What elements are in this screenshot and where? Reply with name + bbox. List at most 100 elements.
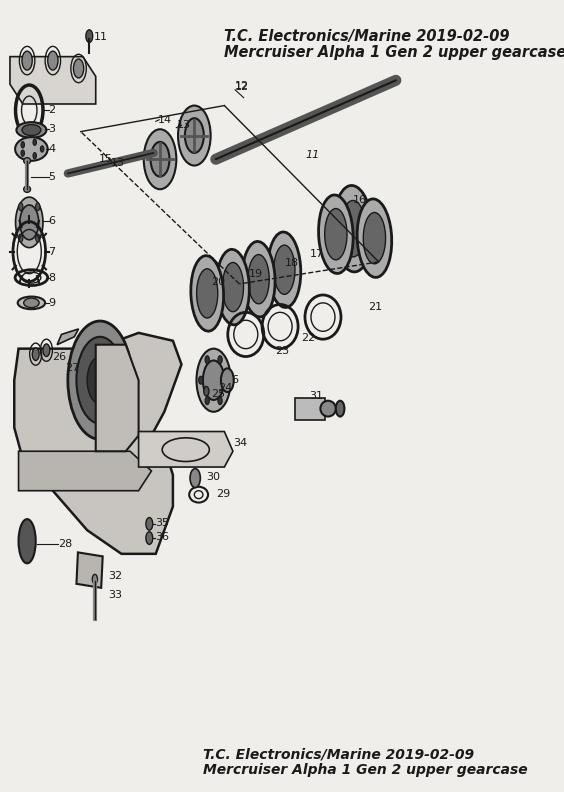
Bar [295,398,325,420]
Text: 31: 31 [309,391,323,401]
Text: 8: 8 [49,272,56,283]
Ellipse shape [320,401,336,417]
Ellipse shape [24,186,30,192]
Ellipse shape [268,232,301,307]
Circle shape [146,517,153,530]
Circle shape [68,321,132,440]
Text: 13: 13 [177,120,191,131]
Bar [77,552,103,588]
Circle shape [146,531,153,544]
Text: 28: 28 [58,539,72,550]
Ellipse shape [197,268,218,318]
Text: 4: 4 [49,144,56,154]
Polygon shape [139,432,233,467]
Circle shape [43,344,50,356]
Polygon shape [14,333,182,554]
Circle shape [41,146,44,152]
Text: 23: 23 [275,346,289,356]
Text: 12: 12 [235,82,249,92]
Text: 3: 3 [49,124,56,134]
Circle shape [218,397,222,405]
Ellipse shape [217,249,249,325]
Circle shape [221,368,234,392]
Circle shape [218,356,222,364]
Circle shape [205,397,209,405]
Ellipse shape [357,199,392,277]
Text: 7: 7 [49,246,56,257]
Text: 36: 36 [155,532,169,543]
Ellipse shape [24,158,30,164]
Circle shape [151,142,169,177]
Text: 2: 2 [49,105,56,115]
Circle shape [196,348,231,412]
Text: 19: 19 [249,268,263,279]
Text: 11: 11 [306,150,320,160]
Circle shape [19,203,23,211]
Circle shape [21,150,24,156]
Circle shape [224,376,228,384]
Circle shape [203,360,224,400]
Ellipse shape [17,296,45,309]
Text: 25: 25 [210,390,225,399]
Text: 18: 18 [284,258,298,268]
Text: 29: 29 [216,489,230,499]
Text: 16: 16 [353,196,367,205]
Circle shape [199,376,203,384]
Circle shape [178,105,210,166]
Ellipse shape [243,242,275,317]
Circle shape [185,118,204,153]
Circle shape [33,153,37,159]
Ellipse shape [248,254,269,304]
Text: 5: 5 [49,172,56,181]
Ellipse shape [191,256,223,331]
Circle shape [86,30,92,43]
Circle shape [20,205,39,240]
Ellipse shape [274,245,295,295]
Text: 15: 15 [99,154,113,164]
Ellipse shape [22,124,41,135]
Circle shape [36,234,40,242]
Circle shape [144,129,177,189]
Circle shape [87,356,113,404]
Ellipse shape [333,185,372,272]
Circle shape [21,142,24,148]
Ellipse shape [222,262,244,312]
Circle shape [33,139,37,146]
Circle shape [73,59,83,78]
Circle shape [36,203,40,211]
Ellipse shape [16,122,46,138]
Polygon shape [96,345,139,451]
Text: 11: 11 [94,32,108,42]
Polygon shape [57,329,78,345]
Text: T.C. Electronics/Marine 2019-02-09: T.C. Electronics/Marine 2019-02-09 [224,29,510,44]
Circle shape [190,469,200,488]
Text: Mercruiser Alpha 1 Gen 2 upper gearcase: Mercruiser Alpha 1 Gen 2 upper gearcase [203,763,527,777]
Text: 9: 9 [49,298,56,308]
Circle shape [22,51,32,70]
Text: 24: 24 [218,383,232,393]
Text: 22: 22 [301,333,315,344]
Circle shape [16,197,43,248]
Text: 17: 17 [310,249,324,259]
Text: 30: 30 [206,471,221,482]
Text: Mercruiser Alpha 1 Gen 2 upper gearcase: Mercruiser Alpha 1 Gen 2 upper gearcase [224,45,564,60]
Ellipse shape [15,137,48,161]
Circle shape [92,574,98,584]
Text: 12: 12 [235,81,249,91]
Circle shape [204,386,209,396]
Text: 35: 35 [155,518,169,528]
Circle shape [19,234,23,242]
Text: 34: 34 [233,438,247,448]
Polygon shape [10,57,96,104]
Ellipse shape [19,519,36,563]
Ellipse shape [325,208,347,260]
Ellipse shape [319,195,353,273]
Text: 14: 14 [158,115,172,125]
Text: 13: 13 [111,158,125,168]
Ellipse shape [341,200,365,257]
Text: 27: 27 [65,364,79,373]
Text: 20: 20 [212,276,226,287]
Circle shape [336,401,345,417]
Text: 6: 6 [232,375,239,385]
Text: 21: 21 [368,302,382,312]
